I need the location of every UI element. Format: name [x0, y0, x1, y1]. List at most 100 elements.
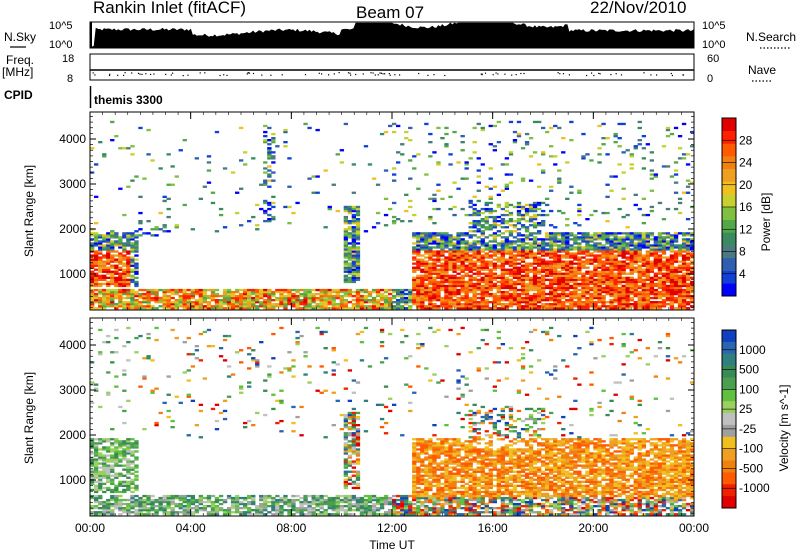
heatmap-cell [641, 278, 647, 282]
heatmap-cell [569, 248, 574, 251]
heatmap-cell [605, 278, 610, 282]
heatmap-cell [420, 284, 425, 288]
heatmap-cell [122, 274, 127, 278]
nsky-left-tick-top: 10^5 [49, 20, 73, 32]
heatmap-cell [549, 282, 554, 286]
heatmap-cell [601, 262, 606, 265]
heatmap-cell [524, 226, 530, 229]
heatmap-cell [267, 305, 272, 308]
nave-dot [380, 72, 382, 74]
heatmap-cell [126, 399, 131, 403]
heatmap-cell [484, 274, 489, 278]
heatmap-cell [343, 256, 349, 259]
heatmap-cell [118, 513, 123, 516]
heatmap-cell [110, 448, 115, 451]
heatmap-cell [102, 476, 107, 479]
heatmap-cell [102, 155, 107, 158]
heatmap-cell [110, 456, 115, 459]
heatmap-cell [226, 513, 232, 516]
heatmap-cell [432, 282, 437, 286]
heatmap-cell [621, 242, 626, 245]
heatmap-cell [589, 246, 594, 249]
heatmap-cell [283, 290, 288, 294]
heatmap-cell [472, 209, 477, 213]
heatmap-cell [106, 438, 111, 441]
heatmap-cell [343, 236, 349, 239]
heatmap-cell [661, 294, 667, 298]
heatmap-cell [424, 305, 429, 308]
heatmap-cell [504, 268, 510, 271]
heatmap-cell [190, 399, 196, 403]
heatmap-cell [371, 177, 377, 180]
heatmap-cell [134, 270, 139, 273]
heatmap-cell [504, 276, 510, 280]
colorbar-swatch [722, 270, 736, 284]
heatmap-cell [657, 303, 663, 306]
heatmap-cell [508, 296, 514, 300]
heatmap-cell [432, 278, 437, 282]
heatmap-cell [416, 248, 421, 251]
heatmap-cell [589, 303, 594, 306]
heatmap-cell [661, 256, 667, 259]
nave-dot [372, 72, 374, 74]
heatmap-cell [323, 294, 328, 298]
heatmap-cell [625, 250, 630, 253]
heatmap-cell [464, 301, 469, 304]
heatmap-cell [645, 278, 651, 282]
heatmap-cell [126, 301, 131, 304]
heatmap-cell [625, 248, 630, 251]
heatmap-cell [476, 296, 481, 300]
heatmap-cell [142, 299, 147, 302]
heatmap-cell [130, 442, 135, 445]
heatmap-cell [516, 211, 522, 215]
heatmap-cell [110, 230, 115, 233]
heatmap-cell [259, 290, 264, 294]
heatmap-cell [476, 292, 481, 296]
heatmap-cell [565, 272, 570, 275]
heatmap-cell [653, 240, 659, 243]
heatmap-cell [528, 232, 534, 235]
heatmap-cell [138, 303, 143, 306]
heatmap-cell [150, 299, 155, 302]
heatmap-cell [512, 141, 518, 144]
heatmap-cell [122, 484, 127, 488]
heatmap-cell [416, 252, 421, 255]
heatmap-cell [488, 197, 493, 201]
heatmap-cell [98, 266, 103, 269]
heatmap-cell [645, 238, 651, 241]
heatmap-cell [255, 359, 260, 362]
heatmap-cell [645, 232, 651, 235]
heatmap-cell [488, 201, 493, 205]
heatmap-cell [472, 286, 477, 290]
nave-dot [187, 74, 189, 76]
heatmap-cell [476, 278, 481, 282]
heatmap-cell [484, 307, 489, 310]
heatmap-cell [621, 151, 626, 154]
heatmap-cell [637, 120, 642, 124]
heatmap-cell [512, 205, 518, 209]
heatmap-cell [585, 246, 590, 249]
heatmap-cell [267, 288, 272, 292]
heatmap-cell [472, 290, 477, 294]
heatmap-cell [351, 215, 357, 219]
heatmap-cell [428, 282, 433, 286]
heatmap-cell [259, 305, 264, 308]
heatmap-cell [532, 242, 538, 245]
heatmap-cell [456, 256, 461, 259]
heatmap-cell [532, 240, 538, 243]
heatmap-cell [504, 209, 510, 213]
heatmap-cell [524, 230, 530, 233]
heatmap-cell [243, 502, 248, 506]
heatmap-cell [287, 290, 292, 294]
heatmap-cell [267, 157, 272, 160]
heatmap-cell [432, 242, 437, 245]
heatmap-cell [484, 282, 489, 286]
colorbar-tick-label: 24 [739, 156, 753, 170]
heatmap-cell [198, 494, 204, 498]
heatmap-cell [472, 296, 477, 300]
heatmap-cell [690, 238, 695, 241]
heatmap-cell [653, 242, 659, 245]
heatmap-cell [456, 276, 461, 280]
heatmap-cell [641, 290, 647, 294]
heatmap-cell [561, 305, 566, 308]
